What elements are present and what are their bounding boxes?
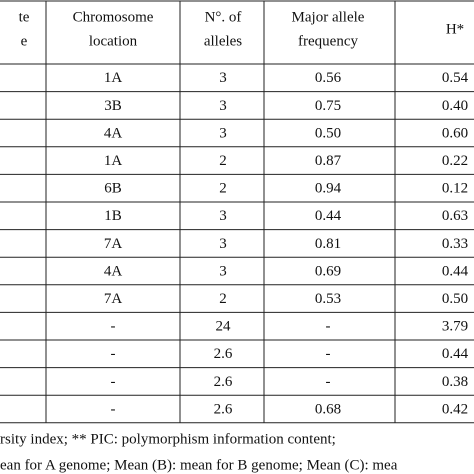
table-cell: 0.53: [315, 291, 341, 307]
table-cell: 3: [219, 70, 227, 86]
table-cell: 3.79: [442, 319, 468, 335]
table-cell: 0.54: [442, 70, 469, 86]
table-cell: 3B: [104, 98, 122, 114]
table-cell: 0.50: [315, 125, 341, 141]
header-cell: e: [21, 33, 28, 49]
table-cell: 0.42: [442, 401, 468, 417]
table-cell: 0.94: [315, 181, 342, 197]
table-cell: 2: [219, 291, 227, 307]
table-cell: 0.44: [442, 346, 469, 362]
table-cell: -: [326, 346, 331, 362]
header-cell: frequency: [298, 33, 358, 49]
table-cell: 0.38: [442, 374, 468, 390]
table-cell: -: [111, 374, 116, 390]
table-cell: 0.60: [442, 125, 468, 141]
table-cell: 0.69: [315, 263, 341, 279]
header-cell: alleles: [204, 33, 242, 49]
table-cell: 0.12: [442, 181, 468, 197]
table-cell: 0.87: [315, 153, 342, 169]
table-cell: 7A: [104, 291, 123, 307]
table-cell: 0.50: [442, 291, 468, 307]
table-cell: -: [326, 374, 331, 390]
table-cell: 3: [219, 98, 227, 114]
table-cell: 2.6: [214, 346, 233, 362]
table-cell: 2: [219, 153, 227, 169]
table-cell: 1B: [104, 208, 122, 224]
table-cell: -: [111, 319, 116, 335]
table-cell: 3: [219, 236, 227, 252]
footnote: ean for A genome; Mean (B): mean for B g…: [0, 457, 398, 473]
table-cell: 0.68: [315, 401, 341, 417]
header-cell: Chromosome: [73, 9, 154, 25]
table-cell: 0.63: [442, 208, 468, 224]
table-cell: 0.44: [315, 208, 342, 224]
table-cell: 2.6: [214, 374, 233, 390]
table-cell: 2.6: [214, 401, 233, 417]
table-cell: 0.40: [442, 98, 468, 114]
table-cell: 0.56: [315, 70, 342, 86]
table-cell: 4A: [104, 263, 123, 279]
header-cell: N°. of: [205, 9, 242, 25]
table-cell: -: [111, 346, 116, 362]
table-cell: 3: [219, 208, 227, 224]
header-cell: Major allele: [292, 9, 365, 25]
table-cell: 2: [219, 181, 227, 197]
table-cell: 0.33: [442, 236, 468, 252]
table-cell: 1A: [104, 153, 123, 169]
table-cell: 0.44: [442, 263, 469, 279]
table-cell: 4A: [104, 125, 123, 141]
header-cell: location: [89, 33, 138, 49]
table-cell: 3: [219, 263, 227, 279]
table-cell: 0.22: [442, 153, 468, 169]
table-cell: -: [326, 319, 331, 335]
table-cell: 0.81: [315, 236, 341, 252]
footnote: rsity index; ** PIC: polymorphism inform…: [0, 431, 336, 447]
table-cell: 0.75: [315, 98, 341, 114]
table-cell: 3: [219, 125, 227, 141]
table-cell: 1A: [104, 70, 123, 86]
table-cell: 6B: [104, 181, 122, 197]
header-cell: H*: [446, 21, 464, 37]
table-cell: 7A: [104, 236, 123, 252]
table-cell: 24: [216, 319, 232, 335]
table-cell: -: [111, 401, 116, 417]
header-cell: te: [19, 9, 30, 25]
